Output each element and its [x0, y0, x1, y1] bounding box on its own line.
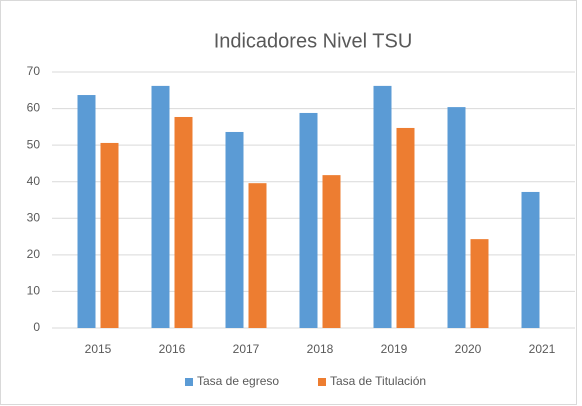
x-tick-label: 2021: [529, 342, 556, 356]
x-tick-label: 2018: [307, 342, 334, 356]
bar: [77, 95, 96, 328]
bar: [225, 131, 244, 328]
bar: [151, 85, 170, 328]
y-tick-label: 50: [27, 137, 41, 151]
legend-swatch: [185, 378, 193, 386]
bar: [396, 127, 415, 328]
x-tick-label: 2016: [159, 342, 186, 356]
y-tick-label: 60: [27, 101, 41, 115]
y-tick-label: 0: [33, 320, 40, 334]
x-tick-label: 2020: [455, 342, 482, 356]
legend-label: Tasa de egreso: [197, 374, 279, 388]
x-tick-label: 2015: [85, 342, 112, 356]
bar: [248, 183, 267, 328]
x-tick-label: 2019: [381, 342, 408, 356]
y-tick-label: 20: [27, 247, 41, 261]
y-tick-label: 40: [27, 174, 41, 188]
legend-swatch: [318, 378, 326, 386]
bar: [322, 175, 341, 328]
y-tick-label: 30: [27, 210, 41, 224]
chart-title: Indicadores Nivel TSU: [214, 30, 413, 52]
bar: [174, 116, 193, 329]
legend-label: Tasa de Titulación: [330, 374, 426, 388]
bar: [100, 142, 119, 328]
bar: [447, 107, 466, 328]
bar: [373, 85, 392, 328]
bar: [521, 191, 540, 328]
x-tick-label: 2017: [233, 342, 260, 356]
y-tick-label: 10: [27, 284, 41, 298]
bar: [299, 112, 318, 329]
bar: [470, 239, 489, 328]
y-tick-label: 70: [27, 64, 41, 78]
